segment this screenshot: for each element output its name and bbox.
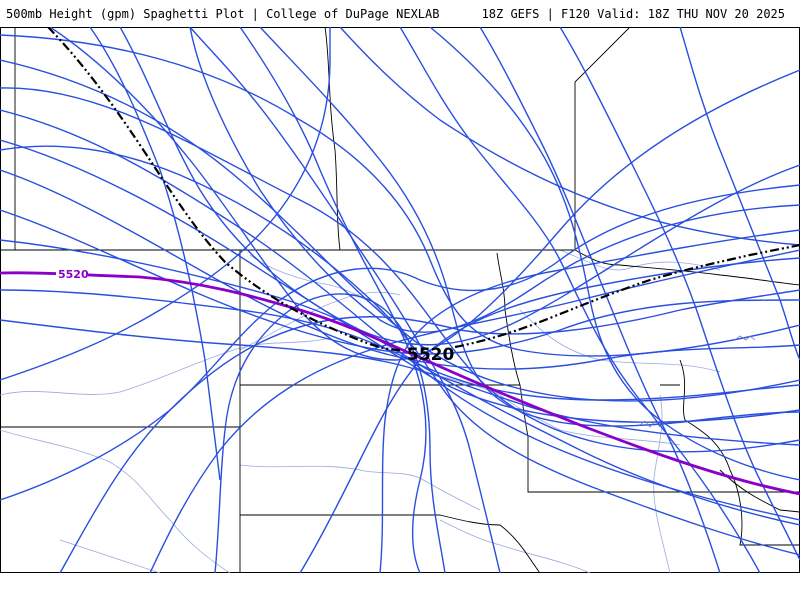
state-border (240, 514, 541, 574)
member-contour (0, 34, 800, 357)
member-contour (0, 239, 800, 526)
climatology-label-bg (56, 267, 88, 280)
plot-title: 500mb Height (gpm) Spaghetti Plot | Coll… (6, 7, 440, 21)
river-line (239, 291, 401, 351)
map-border (0, 27, 800, 573)
state-borders (0, 26, 800, 574)
member-contour (259, 26, 800, 427)
climatology-contour-group: 5520 (0, 267, 800, 496)
member-contour (429, 26, 800, 481)
ensemble-members (0, 26, 800, 574)
state-border (679, 359, 800, 546)
bottom-bar (0, 573, 800, 600)
member-contour (0, 27, 331, 381)
member-contour (49, 26, 800, 361)
member-contour (679, 26, 800, 361)
river-line (559, 249, 721, 271)
river-line (0, 429, 231, 574)
river-line (653, 394, 671, 574)
member-contour (189, 26, 501, 574)
member-contour (379, 229, 800, 574)
title-bar: 500mb Height (gpm) Spaghetti Plot | Coll… (0, 0, 800, 26)
member-contour (0, 184, 800, 501)
map-svg: 5520 5520 (0, 26, 800, 574)
member-contour (559, 26, 800, 561)
member-contour (0, 145, 800, 556)
climatology-contour (0, 271, 800, 496)
member-contour (0, 87, 800, 453)
river-line (419, 369, 681, 446)
run-info: 18Z GEFS | F120 Valid: 18Z THU NOV 20 20… (481, 7, 785, 21)
member-contour (189, 26, 800, 333)
member-contour (339, 26, 800, 246)
rivers-layer (0, 249, 721, 574)
river-line (0, 337, 331, 396)
member-contour (0, 109, 800, 521)
member-contour (0, 289, 800, 401)
map-panel: 5520 5520 (0, 26, 800, 574)
ensemble-mean-contour (47, 26, 800, 352)
river-line (59, 539, 161, 574)
member-contour (0, 209, 800, 355)
ensemble-mean-label: 5520 (407, 345, 454, 365)
member-contour (214, 293, 446, 574)
river-line (439, 519, 591, 574)
state-border (574, 249, 800, 286)
climatology-label: 5520 (58, 268, 89, 281)
city-marker (639, 420, 661, 428)
state-border (574, 26, 631, 250)
ensemble-mean-group: 5520 (47, 26, 800, 365)
member-contour (0, 319, 800, 446)
city-markers (639, 335, 756, 428)
river-line (239, 464, 481, 511)
city-marker (734, 335, 756, 341)
member-contour (89, 26, 221, 481)
member-contour (399, 26, 761, 574)
state-border (324, 26, 341, 251)
